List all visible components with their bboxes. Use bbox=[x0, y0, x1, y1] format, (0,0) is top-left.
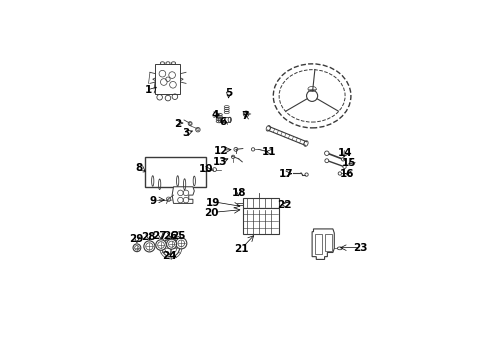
Text: 9: 9 bbox=[150, 195, 157, 206]
Text: 28: 28 bbox=[141, 232, 155, 242]
Text: 16: 16 bbox=[340, 169, 354, 179]
Circle shape bbox=[156, 240, 166, 250]
Circle shape bbox=[342, 158, 345, 161]
Text: 19: 19 bbox=[206, 198, 220, 208]
Bar bbox=[155, 64, 180, 94]
Polygon shape bbox=[172, 187, 195, 203]
Text: 5: 5 bbox=[225, 88, 233, 98]
Text: 1: 1 bbox=[145, 85, 152, 95]
Circle shape bbox=[144, 241, 155, 252]
Text: 25: 25 bbox=[171, 231, 186, 241]
Text: 29: 29 bbox=[129, 234, 143, 244]
Text: 12: 12 bbox=[213, 146, 228, 156]
Text: 22: 22 bbox=[277, 201, 292, 210]
Text: 20: 20 bbox=[204, 208, 219, 218]
Bar bbox=[220, 117, 230, 122]
Circle shape bbox=[307, 90, 318, 102]
Bar bbox=[243, 208, 279, 234]
Bar bbox=[145, 157, 206, 187]
Text: 23: 23 bbox=[353, 243, 368, 253]
Circle shape bbox=[324, 151, 329, 156]
Ellipse shape bbox=[273, 64, 351, 128]
Circle shape bbox=[176, 238, 187, 249]
Text: 10: 10 bbox=[199, 164, 214, 174]
Text: 3: 3 bbox=[182, 128, 190, 138]
Text: 17: 17 bbox=[279, 169, 294, 179]
Text: 7: 7 bbox=[242, 111, 249, 121]
Polygon shape bbox=[312, 229, 334, 260]
Text: 15: 15 bbox=[343, 158, 357, 168]
Text: 21: 21 bbox=[234, 244, 248, 254]
Circle shape bbox=[325, 159, 329, 163]
Circle shape bbox=[162, 239, 180, 257]
Text: 13: 13 bbox=[213, 157, 227, 167]
Circle shape bbox=[133, 244, 141, 252]
Bar bbox=[243, 198, 279, 208]
Text: 8: 8 bbox=[135, 163, 143, 174]
Text: 6: 6 bbox=[219, 117, 226, 127]
Circle shape bbox=[167, 239, 176, 249]
Bar bbox=[315, 234, 322, 254]
Bar bbox=[325, 234, 332, 251]
Text: 11: 11 bbox=[262, 147, 276, 157]
Polygon shape bbox=[268, 126, 307, 145]
Circle shape bbox=[343, 165, 346, 168]
Text: 27: 27 bbox=[152, 231, 167, 241]
Text: 26: 26 bbox=[163, 231, 177, 241]
Polygon shape bbox=[153, 78, 183, 81]
Text: 24: 24 bbox=[162, 251, 177, 261]
Text: 4: 4 bbox=[211, 110, 219, 120]
Text: 14: 14 bbox=[338, 148, 353, 158]
Text: 2: 2 bbox=[174, 118, 181, 129]
Text: 18: 18 bbox=[231, 188, 246, 198]
